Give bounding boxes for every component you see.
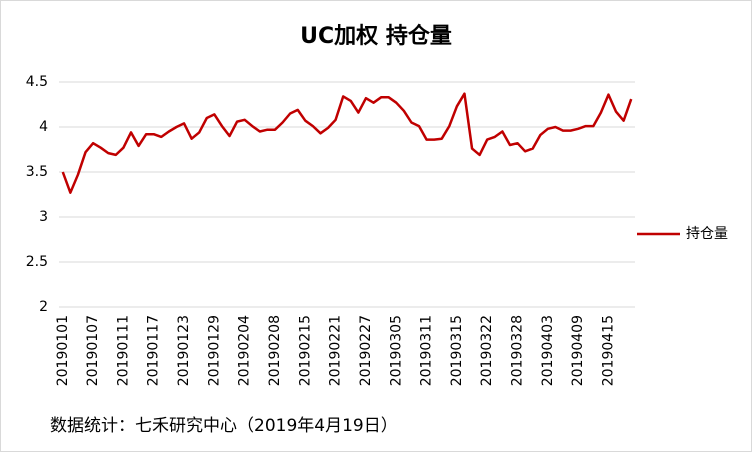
y-tick-label: 2.5: [26, 254, 48, 270]
y-tick-label: 3: [39, 209, 48, 225]
x-tick-label: 20190311: [419, 315, 435, 386]
chart-title: UC加权 持仓量: [300, 23, 452, 49]
source-note: 数据统计：七禾研究中心（2019年4月19日）: [50, 416, 398, 436]
x-tick-label: 20190215: [297, 315, 313, 386]
x-tick-label: 20190129: [206, 315, 222, 386]
x-tick-label: 20190315: [449, 315, 465, 386]
y-tick-label: 2: [39, 299, 48, 315]
x-tick-label: 20190409: [570, 315, 586, 386]
x-tick-label: 20190305: [388, 315, 404, 386]
x-tick-label: 20190107: [85, 315, 101, 386]
y-tick-label: 4: [39, 119, 48, 135]
x-tick-label: 20190101: [55, 315, 71, 386]
x-tick-label: 20190322: [479, 315, 495, 386]
x-tick-label: 20190204: [237, 315, 253, 386]
y-tick-label: 3.5: [26, 164, 48, 180]
x-tick-label: 20190328: [510, 315, 526, 386]
y-tick-label: 4.5: [26, 74, 48, 90]
x-tick-label: 20190111: [115, 315, 131, 386]
legend-label: 持仓量: [686, 226, 728, 242]
x-tick-label: 20190123: [176, 315, 192, 386]
x-tick-label: 20190117: [146, 315, 162, 386]
x-tick-label: 20190227: [358, 315, 374, 386]
series-line: [61, 92, 633, 194]
x-tick-label: 20190221: [328, 315, 344, 386]
x-tick-label: 20190415: [600, 315, 616, 386]
x-tick-label: 20190403: [540, 315, 556, 386]
x-tick-label: 20190208: [267, 315, 283, 386]
